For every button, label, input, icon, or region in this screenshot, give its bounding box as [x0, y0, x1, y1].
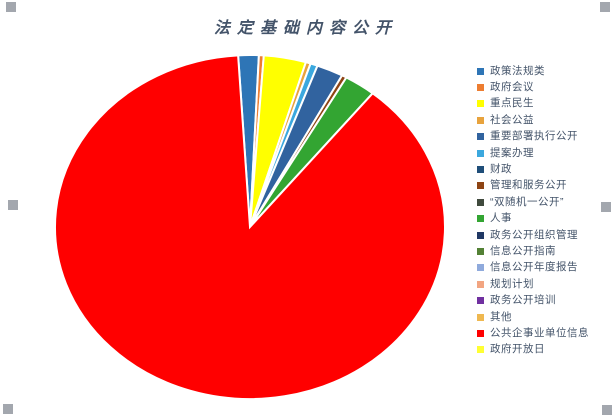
legend-item: “双随机一公开”	[477, 194, 612, 210]
legend-label: 政策法规类	[490, 64, 545, 77]
legend-swatch-icon	[477, 149, 484, 157]
chart-legend: 政策法规类政府会议重点民生社会公益重要部署执行公开 提案办理财政管理和服务公开 “双…	[477, 63, 612, 358]
legend-label: 政务公开组织管理	[490, 228, 578, 241]
legend-label: 重点民生	[490, 97, 534, 110]
legend-item: 信息公开指南	[477, 243, 612, 259]
legend-swatch-icon	[477, 247, 484, 255]
handle-mid-right[interactable]	[601, 202, 611, 212]
legend-label: 政府会议	[490, 81, 534, 94]
legend-label: 规划计划	[490, 277, 534, 290]
legend-swatch-icon	[477, 133, 484, 141]
legend-swatch-icon	[477, 116, 484, 124]
legend-swatch-icon	[477, 313, 484, 321]
legend-label: 重要部署执行公开	[490, 130, 578, 143]
legend-item: 管理和服务公开	[477, 178, 612, 194]
legend-item: 提案办理	[477, 145, 612, 161]
pie-slice-group	[54, 54, 446, 400]
legend-label: 管理和服务公开	[490, 179, 567, 192]
legend-label: 信息公开指南	[490, 244, 556, 257]
legend-swatch-icon	[477, 215, 484, 223]
handle-bottom-right[interactable]	[602, 405, 612, 415]
legend-item: 信息公开年度报告	[477, 260, 612, 276]
legend-item: 规划计划	[477, 276, 612, 292]
legend-item: 政务公开培训	[477, 292, 612, 308]
legend-swatch-icon	[477, 231, 484, 239]
pie-slice-公共企事业单位信息	[54, 54, 446, 400]
legend-label: 提案办理	[490, 146, 534, 159]
legend-label: 政务公开培训	[490, 294, 556, 307]
legend-label: 财政	[490, 163, 512, 176]
legend-swatch-icon	[477, 67, 484, 75]
legend-swatch-icon	[477, 280, 484, 288]
legend-item: 重点民生	[477, 96, 612, 112]
legend-swatch-icon	[477, 182, 484, 190]
legend-swatch-icon	[477, 84, 484, 92]
legend-item: 政府会议	[477, 79, 612, 95]
legend-label: 社会公益	[490, 113, 534, 126]
legend-item: 政府开放日	[477, 342, 612, 358]
legend-label: 人事	[490, 212, 512, 225]
legend-label: 政府开放日	[490, 343, 545, 356]
handle-bottom-left[interactable]	[3, 404, 13, 414]
legend-item: 财政	[477, 161, 612, 177]
legend-item: 社会公益	[477, 112, 612, 128]
legend-label: “双随机一公开”	[490, 195, 564, 208]
legend-swatch-icon	[477, 166, 484, 174]
legend-swatch-icon	[477, 346, 484, 354]
legend-item: 政务公开组织管理	[477, 227, 612, 243]
legend-swatch-icon	[477, 100, 484, 108]
legend-item: 重要部署执行公开	[477, 129, 612, 145]
chart-title: 法定基础内容公开	[213, 18, 398, 37]
legend-item: 政策法规类	[477, 63, 612, 79]
legend-label: 信息公开年度报告	[490, 261, 578, 274]
legend-swatch-icon	[477, 198, 484, 206]
handle-mid-left[interactable]	[8, 200, 18, 210]
legend-item: 其他	[477, 309, 612, 325]
handle-top-right[interactable]	[600, 2, 610, 12]
legend-item: 人事	[477, 211, 612, 227]
legend-swatch-icon	[477, 264, 484, 272]
legend-item: 公共企事业单位信息	[477, 325, 612, 341]
legend-swatch-icon	[477, 297, 484, 305]
legend-label: 公共企事业单位信息	[490, 326, 589, 339]
legend-label: 其他	[490, 310, 512, 323]
handle-top-left[interactable]	[6, 2, 16, 12]
legend-swatch-icon	[477, 329, 484, 337]
